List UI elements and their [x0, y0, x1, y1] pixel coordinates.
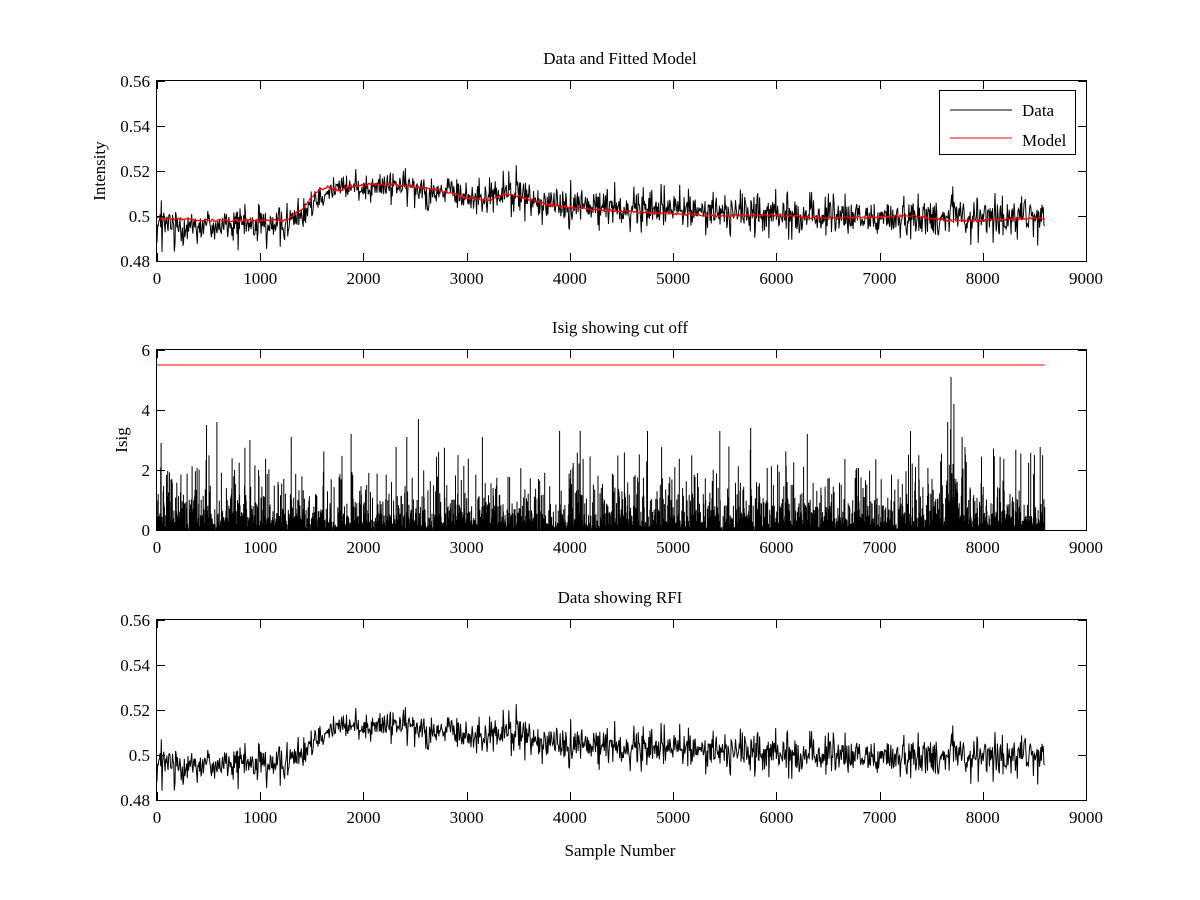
xtick-label: 3000 [450, 538, 484, 557]
xtick-label: 0 [153, 808, 162, 827]
panel-3-series [156, 704, 1045, 791]
xtick-label: 2000 [346, 538, 380, 557]
panel-2-series [156, 364, 1046, 530]
xtick-label: 7000 [863, 538, 897, 557]
panel-3-title: Data showing RFI [558, 588, 683, 607]
panel-data-and-fitted-model: Data and Fitted Model Intensity 0 1000 200… [90, 49, 1103, 288]
panel-2-axes-box [156, 349, 1087, 531]
ytick-label: 0.52 [120, 701, 150, 720]
xtick-label: 9000 [1069, 538, 1103, 557]
xtick-label: 4000 [553, 538, 587, 557]
panel-2-ticks: 0 1000 2000 3000 4000 5000 6000 7000 8000 9000 0 2 4… [142, 341, 1104, 557]
xtick-label: 1000 [243, 538, 277, 557]
model-series-line [156, 182, 1046, 224]
ytick-label: 0.56 [120, 611, 150, 630]
xtick-label: 2000 [346, 808, 380, 827]
ytick-label: 0.54 [120, 117, 150, 136]
panel-data-showing-rfi: Data showing RFI Sample Number 0 1000 2000… [120, 588, 1103, 860]
rfi-data-series-line [156, 704, 1045, 791]
xtick-label: 1000 [243, 269, 277, 288]
xtick-label: 9000 [1069, 269, 1103, 288]
panel-2-ylabel: Isig [112, 427, 131, 453]
ytick-label: 0.5 [129, 207, 150, 226]
xtick-label: 5000 [656, 538, 690, 557]
ytick-label: 4 [142, 401, 151, 420]
xtick-label: 7000 [863, 269, 897, 288]
ytick-label: 0.52 [120, 162, 150, 181]
ytick-label: 0.56 [120, 72, 150, 91]
ytick-label: 0.5 [129, 746, 150, 765]
xtick-label: 6000 [759, 538, 793, 557]
panel-1-title: Data and Fitted Model [543, 49, 697, 68]
panel-1-ylabel: Intensity [90, 141, 109, 201]
legend-box [939, 90, 1076, 155]
ytick-label: 6 [142, 341, 151, 360]
xtick-label: 6000 [759, 269, 793, 288]
xtick-label: 2000 [346, 269, 380, 288]
xtick-label: 5000 [656, 808, 690, 827]
legend: Data Model [939, 90, 1076, 155]
xtick-label: 3000 [450, 808, 484, 827]
panel-3-ticks: 0 1000 2000 3000 4000 5000 6000 7000 8000 9000 0.4… [120, 611, 1103, 827]
legend-data-label: Data [1022, 101, 1055, 120]
xtick-label: 5000 [656, 269, 690, 288]
ytick-label: 0 [142, 521, 151, 540]
panel-1-axes-box [156, 80, 1087, 262]
xtick-label: 8000 [966, 538, 1000, 557]
xtick-label: 0 [153, 538, 162, 557]
ytick-label: 0.48 [120, 252, 150, 271]
xtick-label: 6000 [759, 808, 793, 827]
xtick-label: 1000 [243, 808, 277, 827]
panel-1-series [156, 165, 1046, 252]
xtick-label: 9000 [1069, 808, 1103, 827]
xtick-label: 8000 [966, 269, 1000, 288]
ytick-label: 2 [142, 461, 151, 480]
panel-isig-showing-cut-off: Isig showing cut off Isig 0 1000 2000 3000 4… [112, 318, 1103, 557]
xtick-label: 0 [153, 269, 162, 288]
xtick-label: 8000 [966, 808, 1000, 827]
xtick-label: 7000 [863, 808, 897, 827]
xtick-label: 4000 [553, 269, 587, 288]
ytick-label: 0.48 [120, 791, 150, 810]
ytick-label: 0.54 [120, 656, 150, 675]
panel-3-xlabel: Sample Number [565, 841, 676, 860]
xtick-label: 3000 [450, 269, 484, 288]
panel-1-ticks: 0 1000 2000 3000 4000 5000 6000 7000 8000 9000 0.4… [120, 72, 1103, 288]
panel-3-axes-box [156, 619, 1087, 801]
panel-2-title: Isig showing cut off [552, 318, 688, 337]
legend-model-label: Model [1022, 131, 1067, 150]
xtick-label: 4000 [553, 808, 587, 827]
